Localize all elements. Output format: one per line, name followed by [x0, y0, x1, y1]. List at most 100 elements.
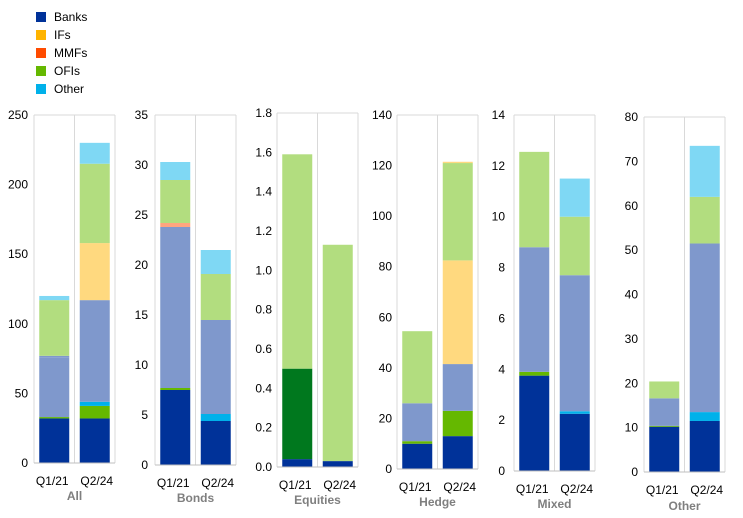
bar-segment	[322, 244, 353, 462]
bar-segment	[200, 421, 231, 465]
bar-segment	[39, 295, 70, 301]
bar-segment	[282, 154, 313, 369]
y-tick-label: 0	[498, 464, 505, 478]
y-tick-label: 8	[498, 261, 505, 275]
y-tick-label: 40	[379, 361, 393, 375]
category-label-q1-21: Q1/21	[279, 478, 312, 492]
bar-q1-21	[519, 151, 550, 471]
category-label-q2-24: Q2/24	[80, 474, 113, 488]
bar-segment	[442, 161, 473, 164]
y-tick-label: 40	[625, 288, 639, 302]
bar-segment	[160, 223, 191, 227]
legend-swatch-mmfs	[36, 48, 46, 58]
legend-label-mmfs: MMFs	[54, 46, 87, 60]
bar-segment	[322, 461, 353, 467]
bar-q2-24	[322, 244, 353, 467]
panel-title-all: All	[67, 489, 82, 503]
panel-title-equities: Equities	[294, 493, 341, 507]
bar-segment	[689, 196, 720, 244]
legend-label-banks: Banks	[54, 10, 87, 24]
bar-segment	[39, 355, 70, 358]
y-tick-label: 6	[498, 311, 505, 325]
y-tick-label: 50	[625, 243, 639, 257]
panel-title-other: Other	[668, 499, 700, 513]
bar-segment	[160, 390, 191, 465]
y-tick-label: 10	[492, 210, 506, 224]
bar-segment	[200, 250, 231, 274]
y-tick-label: 0	[385, 462, 392, 476]
bar-segment	[559, 413, 590, 471]
bar-q2-24	[79, 142, 110, 463]
y-tick-label: 60	[625, 199, 639, 213]
bar-segment	[79, 142, 110, 164]
y-tick-label: 1.2	[255, 224, 272, 238]
bar-segment	[442, 364, 473, 411]
bar-segment	[649, 426, 680, 472]
bar-segment	[519, 375, 550, 471]
y-tick-label: 120	[372, 159, 392, 173]
category-label-q2-24: Q2/24	[560, 482, 593, 496]
bar-segment	[519, 151, 550, 248]
bar-segment	[39, 418, 70, 463]
legend-item-other: Other	[36, 82, 84, 96]
y-tick-label: 1.8	[255, 106, 272, 120]
bar-segment	[402, 443, 433, 469]
y-tick-label: 20	[135, 258, 149, 272]
legend-swatch-banks	[36, 12, 46, 22]
bar-segment	[519, 247, 550, 372]
bar-q1-21	[160, 162, 191, 465]
bar-segment	[402, 441, 433, 444]
y-tick-label: 0.4	[255, 381, 272, 395]
y-tick-label: 80	[379, 260, 393, 274]
y-tick-label: 250	[8, 108, 28, 122]
bar-segment	[559, 411, 590, 414]
y-tick-label: 1.0	[255, 263, 272, 277]
bar-segment	[689, 412, 720, 421]
category-label-q1-21: Q1/21	[399, 480, 432, 494]
panel-title-hedge: Hedge	[419, 495, 456, 509]
bar-segment	[442, 410, 473, 437]
legend-item-banks: Banks	[36, 10, 87, 24]
bar-segment	[79, 300, 110, 402]
y-tick-label: 15	[135, 308, 149, 322]
panel-title-mixed: Mixed	[537, 497, 571, 511]
legend-item-ifs: IFs	[36, 28, 71, 42]
legend-label-ofis: OFIs	[54, 64, 80, 78]
legend-swatch-ifs	[36, 30, 46, 40]
category-label-q1-21: Q1/21	[157, 476, 190, 490]
bar-q1-21	[39, 295, 70, 463]
bar-segment	[79, 163, 110, 244]
category-label-q2-24: Q2/24	[443, 480, 476, 494]
y-tick-label: 140	[372, 108, 392, 122]
bar-segment	[689, 145, 720, 197]
bar-segment	[442, 260, 473, 365]
category-label-q1-21: Q1/21	[36, 474, 69, 488]
y-tick-label: 30	[135, 158, 149, 172]
bar-segment	[200, 274, 231, 320]
y-tick-label: 0.2	[255, 421, 272, 435]
y-tick-label: 0.6	[255, 342, 272, 356]
y-tick-label: 5	[141, 408, 148, 422]
bar-segment	[79, 401, 110, 406]
bar-segment	[689, 243, 720, 413]
bar-segment	[559, 178, 590, 217]
bar-segment	[559, 275, 590, 412]
y-tick-label: 100	[372, 209, 392, 223]
bar-segment	[39, 357, 70, 418]
bar-segment	[649, 425, 680, 427]
y-tick-label: 25	[135, 208, 149, 222]
category-label-q1-21: Q1/21	[646, 483, 679, 497]
bar-segment	[282, 368, 313, 460]
bar-segment	[200, 414, 231, 421]
bar-segment	[79, 405, 110, 419]
y-tick-label: 30	[625, 332, 639, 346]
y-tick-label: 1.6	[255, 145, 272, 159]
panel-title-bonds: Bonds	[177, 491, 215, 505]
category-label-q2-24: Q2/24	[201, 476, 234, 490]
category-label-q2-24: Q2/24	[690, 483, 723, 497]
